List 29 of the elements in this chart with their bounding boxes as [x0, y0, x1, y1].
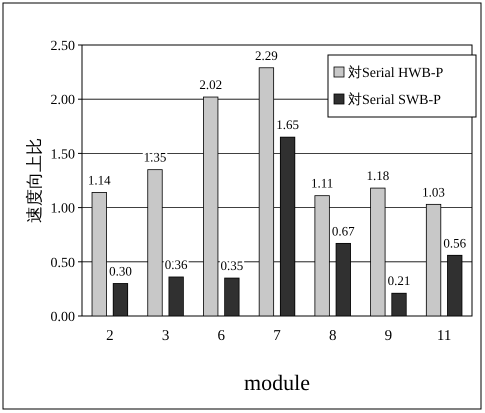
- y-tick-label: 0.50: [50, 256, 75, 271]
- x-tick-label: 8: [328, 328, 336, 344]
- x-tick-label: 9: [384, 328, 392, 344]
- y-tick-label: 2.00: [50, 93, 75, 108]
- data-label: 0.21: [388, 273, 410, 288]
- y-axis-title: 速度向上比: [25, 138, 44, 223]
- data-label: 1.18: [366, 168, 390, 184]
- y-tick-label: 1.50: [50, 147, 75, 162]
- data-label: 1.14: [88, 172, 112, 188]
- y-tick-label: 1.00: [50, 202, 75, 217]
- data-label: 1.11: [310, 176, 334, 191]
- data-label: 1.65: [276, 117, 299, 132]
- x-tick-label: 2: [106, 328, 114, 344]
- data-label: 0.67: [332, 223, 356, 238]
- x-axis-title: module: [244, 370, 310, 395]
- data-label: 1.03: [422, 184, 445, 200]
- data-label: 2.02: [199, 77, 222, 92]
- y-tick-label: 0.00: [50, 310, 75, 325]
- y-tick-label: 2.50: [50, 39, 75, 54]
- x-tick-label: 11: [436, 328, 452, 344]
- x-tick-label: 6: [218, 328, 226, 344]
- data-label: 0.30: [109, 263, 132, 278]
- x-tick-label: 7: [273, 328, 282, 344]
- data-label: 2.29: [255, 48, 278, 63]
- data-label: 0.56: [443, 235, 467, 250]
- legend-label: 対Serial HWB-P: [348, 65, 444, 81]
- data-label: 0.35: [220, 258, 244, 274]
- legend-label: 対Serial SWB-P: [348, 92, 442, 108]
- x-tick-label: 3: [162, 328, 170, 344]
